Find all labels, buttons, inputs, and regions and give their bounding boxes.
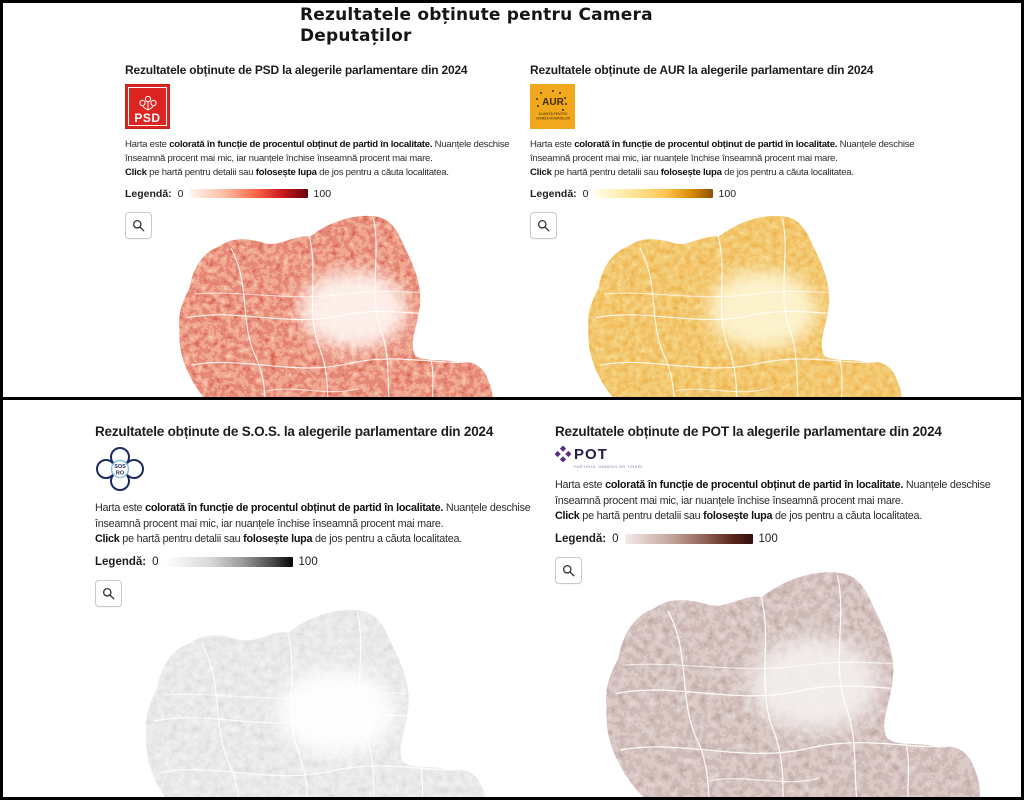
legend: Legendă: 0 100 (125, 187, 332, 200)
aur-logo-icon: AUR ALIANȚA PENTRU UNIREA ROMÂNILOR (535, 89, 570, 120)
svg-text:ALIANȚA PENTRU: ALIANȚA PENTRU (538, 112, 567, 116)
legend-max: 100 (718, 187, 737, 200)
legend: Legendă: 0 100 (530, 187, 737, 200)
panel-title-aur: Rezultatele obținute de AUR la alegerile… (530, 63, 874, 77)
legend-gradient-bar (594, 189, 713, 199)
psd-logo-label: PSD (134, 111, 161, 125)
pot-pinwheel-icon (555, 446, 571, 462)
choropleth-map-pot[interactable] (545, 545, 1017, 797)
psd-logo: PSD (125, 84, 170, 129)
legend-max: 100 (298, 555, 318, 568)
legend-min: 0 (582, 187, 589, 200)
panel-psd: Rezultatele obținute de PSD la alegerile… (125, 63, 529, 239)
legend-gradient-bar (189, 189, 308, 199)
legend: Legendă: 0 100 (555, 532, 778, 545)
pot-logo-subtext: PARTIDUL OAMENILOR TINERI (574, 464, 643, 469)
page-title: Rezultatele obținute pentru Camera Deput… (300, 5, 653, 47)
sos-logo: SOS RO (96, 447, 144, 491)
search-button[interactable] (95, 579, 122, 607)
legend: Legendă: 0 100 (95, 555, 318, 568)
legend-max: 100 (313, 187, 332, 200)
panel-title-pot: Rezultatele obținute de POT la alegerile… (555, 424, 942, 439)
top-section: Rezultatele obținute pentru Camera Deput… (3, 3, 1021, 400)
map-description: Harta este colorată în funcție de procen… (125, 139, 510, 178)
legend-gradient-bar (164, 556, 293, 567)
magnifier-icon (132, 219, 145, 232)
map-description: Harta este colorată în funcție de procen… (95, 502, 531, 546)
aur-logo-label: AUR (542, 97, 564, 108)
pot-logo: POT PARTIDUL OAMENILOR TINERI (555, 446, 1007, 469)
aur-logo: AUR ALIANȚA PENTRU UNIREA ROMÂNILOR (530, 84, 575, 129)
legend-gradient-bar (624, 533, 753, 544)
choropleth-map-sos[interactable] (90, 585, 522, 797)
psd-roses-icon (138, 95, 157, 111)
search-button[interactable] (555, 556, 582, 584)
search-button[interactable] (125, 211, 152, 239)
svg-text:UNIREA ROMÂNILOR: UNIREA ROMÂNILOR (535, 116, 570, 120)
panel-pot: Rezultatele obținute de POT la alegerile… (555, 424, 1007, 584)
panel-aur: Rezultatele obținute de AUR la alegerile… (530, 63, 934, 239)
legend-max: 100 (758, 532, 778, 545)
panel-title-psd: Rezultatele obținute de PSD la alegerile… (125, 63, 468, 77)
choropleth-map-psd[interactable] (128, 193, 524, 400)
panel-title-sos: Rezultatele obținute de S.O.S. la aleger… (95, 424, 494, 439)
choropleth-map-aur[interactable] (537, 193, 933, 400)
legend-min: 0 (152, 555, 159, 568)
panel-sos: Rezultatele obținute de S.O.S. la aleger… (95, 424, 547, 607)
sos-logo-line2: RO (116, 471, 125, 477)
map-description: Harta este colorată în funcție de procen… (530, 139, 915, 178)
search-button[interactable] (530, 211, 557, 239)
magnifier-icon (537, 219, 550, 232)
map-description: Harta este colorată în funcție de procen… (555, 479, 991, 523)
sos-logo-line1: SOS (114, 464, 126, 470)
magnifier-icon (562, 564, 575, 577)
legend-min: 0 (177, 187, 184, 200)
bottom-section: Rezultatele obținute de S.O.S. la aleger… (3, 400, 1021, 797)
pot-logo-label: POT (574, 445, 608, 463)
magnifier-icon (102, 587, 115, 600)
legend-min: 0 (612, 532, 619, 545)
